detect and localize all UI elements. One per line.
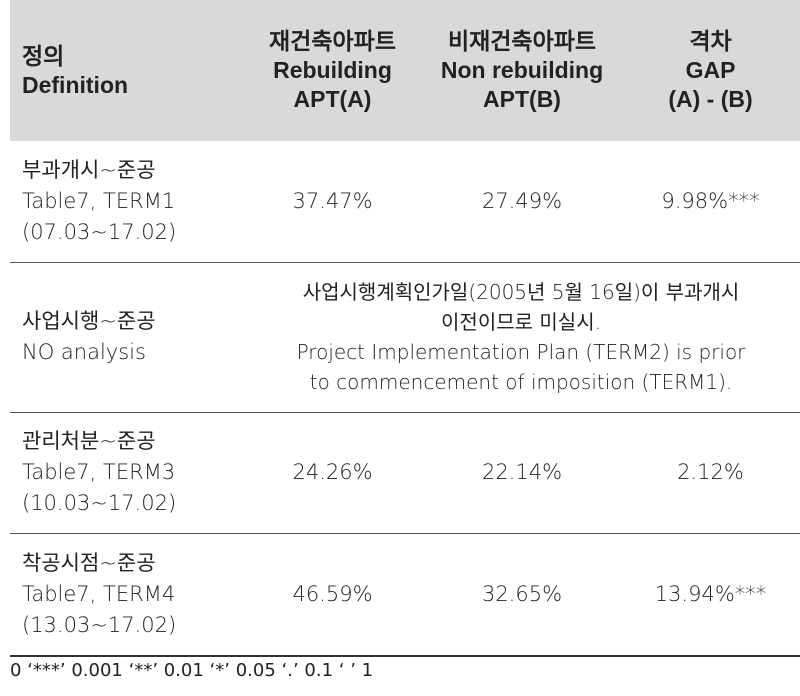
significance-footnote: 0 ‘***’ 0.001 ‘**’ 0.01 ‘*’ 0.05 ‘.’ 0.1… xyxy=(10,660,374,681)
cell-gap: 9.98%*** xyxy=(661,188,760,213)
header-definition: 정의 Definition xyxy=(22,42,129,98)
cell-non-rebuilding: 22.14% xyxy=(481,460,563,484)
header-gap: 격차 GAP (A) - (B) xyxy=(668,28,753,112)
row-definition: 관리처분~준공 Table7, TERM3 (10.03~17.02) xyxy=(22,429,177,515)
table-row: 관리처분~준공 Table7, TERM3 (10.03~17.02) 24.2… xyxy=(10,412,800,533)
header-rebuilding: 재건축아파트 Rebuilding APT(A) xyxy=(269,28,396,112)
row-definition: 부과개시~준공 Table7, TERM1 (07.03~17.02) xyxy=(22,157,177,244)
table-row: 사업시행~준공 NO analysis 사업시행계획인가일(2005년 5월 1… xyxy=(10,262,800,412)
cell-non-rebuilding: 27.49% xyxy=(481,188,563,213)
header-row: 정의 Definition 재건축아파트 Rebuilding APT(A) 비… xyxy=(10,0,800,141)
header-non-rebuilding: 비재건축아파트 Non rebuilding APT(B) xyxy=(440,28,604,112)
comparison-table: 정의 Definition 재건축아파트 Rebuilding APT(A) 비… xyxy=(10,0,800,657)
cell-rebuilding: 37.47% xyxy=(292,188,373,213)
cell-rebuilding: 46.59% xyxy=(292,581,373,606)
row-definition: 사업시행~준공 NO analysis xyxy=(22,309,156,364)
row-definition: 착공시점~준공 Table7, TERM4 (13.03~17.02) xyxy=(22,550,177,637)
cell-rebuilding: 24.26% xyxy=(292,460,373,484)
cell-gap: 13.94%*** xyxy=(654,581,767,606)
no-analysis-note: 사업시행계획인가일(2005년 5월 16일)이 부과개시 이전이므로 미실시.… xyxy=(296,280,746,394)
table-row: 부과개시~준공 Table7, TERM1 (07.03~17.02) 37.4… xyxy=(10,141,800,262)
cell-gap: 2.12% xyxy=(677,460,744,484)
table-row: 착공시점~준공 Table7, TERM4 (13.03~17.02) 46.5… xyxy=(10,533,800,656)
cell-non-rebuilding: 32.65% xyxy=(481,581,563,606)
